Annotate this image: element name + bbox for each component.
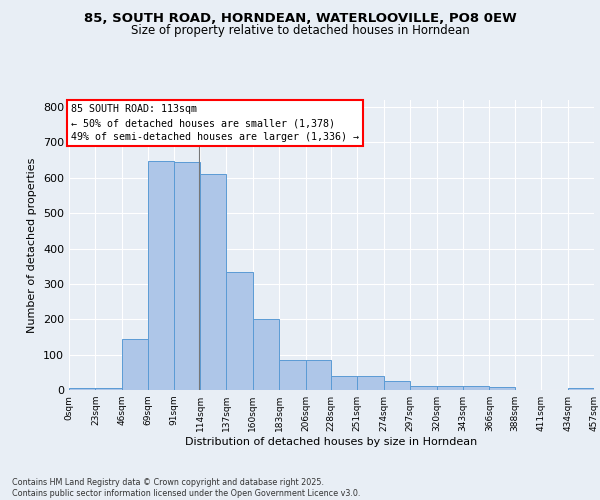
Bar (490, 387, 515, 390)
Text: 85, SOUTH ROAD, HORNDEAN, WATERLOOVILLE, PO8 0EW: 85, SOUTH ROAD, HORNDEAN, WATERLOOVILLE,… (83, 12, 517, 26)
Text: 85 SOUTH ROAD: 113sqm
← 50% of detached houses are smaller (1,378)
49% of semi-d: 85 SOUTH ROAD: 113sqm ← 50% of detached … (71, 104, 359, 142)
Bar (305, 360, 331, 390)
Bar (437, 386, 463, 390)
Bar (331, 376, 358, 390)
Bar (358, 376, 384, 390)
Bar (173, 162, 200, 390)
Bar (95, 388, 122, 390)
Bar (148, 161, 173, 390)
X-axis label: Distribution of detached houses by size in Horndean: Distribution of detached houses by size … (185, 437, 478, 447)
Bar (279, 360, 305, 390)
Bar (384, 381, 410, 390)
Bar (463, 386, 490, 390)
Text: Size of property relative to detached houses in Horndean: Size of property relative to detached ho… (131, 24, 469, 37)
Bar (253, 320, 279, 390)
Text: Contains HM Land Registry data © Crown copyright and database right 2025.
Contai: Contains HM Land Registry data © Crown c… (12, 478, 361, 498)
Bar (69, 388, 95, 390)
Bar (200, 174, 226, 390)
Bar (568, 388, 594, 390)
Bar (410, 386, 437, 390)
Y-axis label: Number of detached properties: Number of detached properties (28, 158, 37, 332)
Bar (122, 338, 148, 390)
Bar (226, 272, 253, 390)
